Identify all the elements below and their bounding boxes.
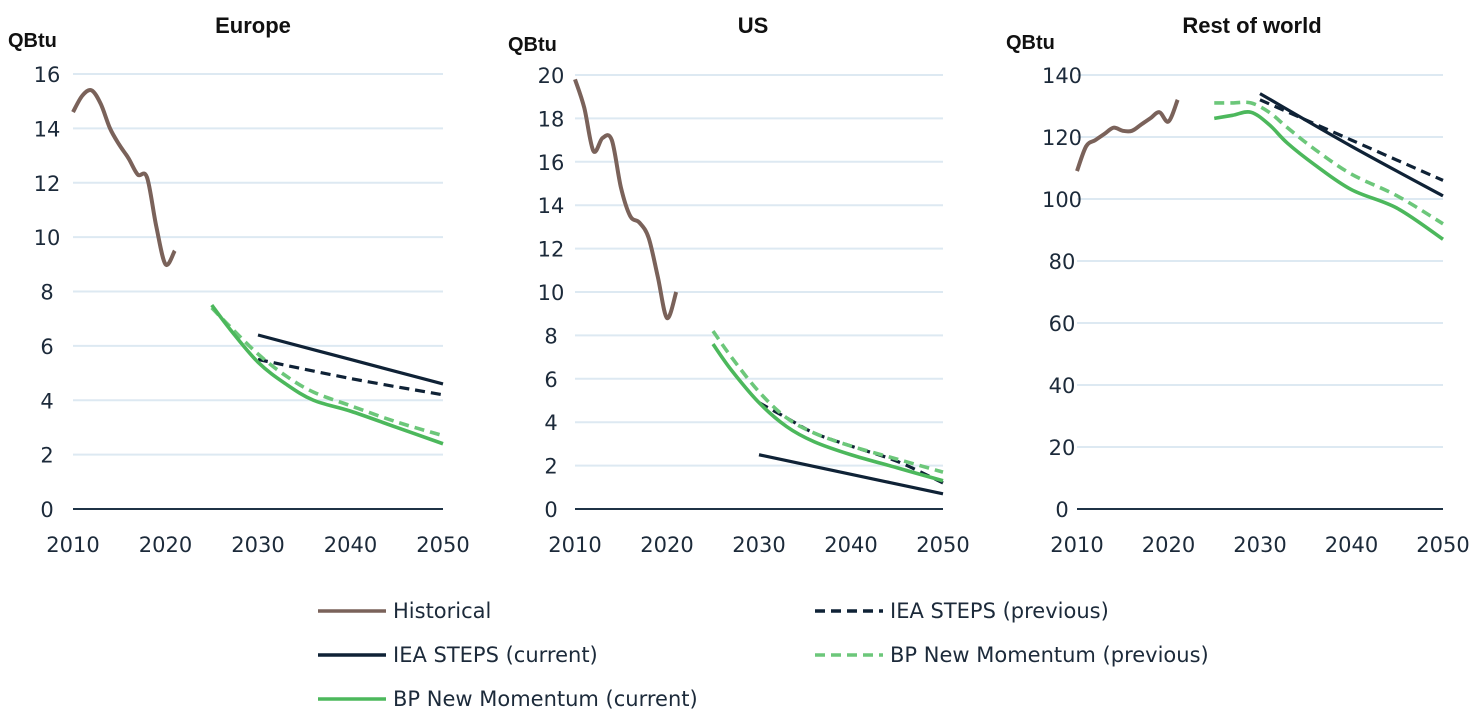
y-tick-label: 4	[544, 411, 557, 435]
y-tick-label: 14	[34, 117, 61, 141]
y-tick-label: 4	[40, 389, 53, 413]
series-line-iea-current	[758, 453, 944, 496]
y-tick-label: 16	[538, 151, 565, 175]
x-tick-label: 2020	[1142, 533, 1195, 557]
series-line-bp-current	[711, 343, 944, 483]
y-tick-label: 12	[538, 238, 565, 262]
y-tick-label: 60	[1049, 312, 1076, 336]
series-line-historical	[71, 88, 177, 267]
x-tick-label: 2020	[139, 533, 192, 557]
y-tick-label: 8	[544, 324, 557, 348]
y-tick-label: 0	[544, 498, 557, 522]
x-tick-label: 2050	[1416, 533, 1469, 557]
legend-label: BP New Momentum (current)	[393, 687, 698, 711]
y-tick-label: 100	[1042, 188, 1082, 212]
x-tick-label: 2050	[416, 533, 469, 557]
panel-title: Rest of world	[1182, 13, 1321, 38]
y-tick-label: 14	[538, 194, 565, 218]
y-tick-label: 12	[34, 172, 61, 196]
series-line-bp-current	[1213, 110, 1445, 241]
y-tick-label: 2	[544, 455, 557, 479]
y-tick-label: 6	[544, 368, 557, 392]
y-tick-label: 140	[1042, 64, 1082, 88]
y-axis-unit-label: QBtu	[8, 30, 57, 52]
y-tick-label: 10	[538, 281, 565, 305]
y-tick-label: 18	[538, 107, 565, 131]
x-tick-label: 2030	[1233, 533, 1286, 557]
legend-label: IEA STEPS (previous)	[890, 599, 1109, 623]
legend-item-historical: Historical	[318, 599, 491, 623]
series-line-iea-current	[1259, 92, 1444, 198]
series-line-historical	[1075, 99, 1180, 172]
x-tick-label: 2040	[1325, 533, 1378, 557]
y-tick-label: 8	[40, 281, 53, 305]
series-line-bp-previous	[1214, 100, 1444, 226]
legend-label: BP New Momentum (previous)	[890, 643, 1209, 667]
chart-legend: Historical IEA STEPS (previous) IEA STEPS …	[318, 599, 1209, 711]
x-tick-label: 2010	[1050, 533, 1103, 557]
legend-item-iea-current: IEA STEPS (current)	[318, 643, 598, 667]
legend-item-bp-previous: BP New Momentum (previous)	[815, 643, 1209, 667]
panel-1: US QBtu 0 2 4 6 8 10 12 14 16 18 20 2010 2020 2030 2040 2…	[508, 13, 970, 557]
legend-label: Historical	[393, 599, 491, 623]
y-tick-label: 80	[1049, 250, 1076, 274]
x-tick-label: 2050	[916, 533, 969, 557]
series-line-bp-previous	[711, 330, 944, 474]
y-tick-label: 20	[538, 64, 565, 88]
x-tick-label: 2030	[732, 533, 785, 557]
x-tick-label: 2020	[640, 533, 693, 557]
panel-title: US	[738, 13, 769, 38]
panel-title: Europe	[215, 13, 291, 38]
y-tick-label: 120	[1042, 126, 1082, 150]
legend-label: IEA STEPS (current)	[393, 643, 598, 667]
series-line-historical	[573, 78, 679, 321]
series-line-iea-current	[257, 333, 444, 386]
panel-0: Europe QBtu 0 2 4 6 8 10 12 14 16 2010 2020 2030 2040 2…	[8, 13, 470, 557]
x-tick-label: 2040	[824, 533, 877, 557]
x-tick-label: 2030	[231, 533, 284, 557]
y-tick-label: 40	[1049, 374, 1076, 398]
series-line-iea-previous	[257, 357, 444, 397]
x-tick-label: 2010	[46, 533, 99, 557]
y-axis-unit-label: QBtu	[508, 34, 557, 56]
series-line-bp-previous	[210, 306, 444, 438]
y-tick-label: 16	[34, 63, 61, 87]
y-tick-label: 20	[1049, 436, 1076, 460]
series-line-iea-previous	[758, 401, 944, 485]
y-tick-label: 0	[1055, 498, 1068, 522]
y-tick-label: 10	[34, 226, 61, 250]
x-tick-label: 2040	[324, 533, 377, 557]
series-line-bp-current	[210, 304, 444, 446]
y-tick-label: 6	[40, 335, 53, 359]
y-tick-label: 2	[40, 444, 53, 468]
y-tick-label: 0	[40, 498, 53, 522]
legend-item-iea-previous: IEA STEPS (previous)	[815, 599, 1109, 623]
x-tick-label: 2010	[548, 533, 601, 557]
legend-item-bp-current: BP New Momentum (current)	[318, 687, 698, 711]
y-axis-unit-label: QBtu	[1006, 32, 1055, 54]
series-line-iea-previous	[1259, 98, 1444, 182]
